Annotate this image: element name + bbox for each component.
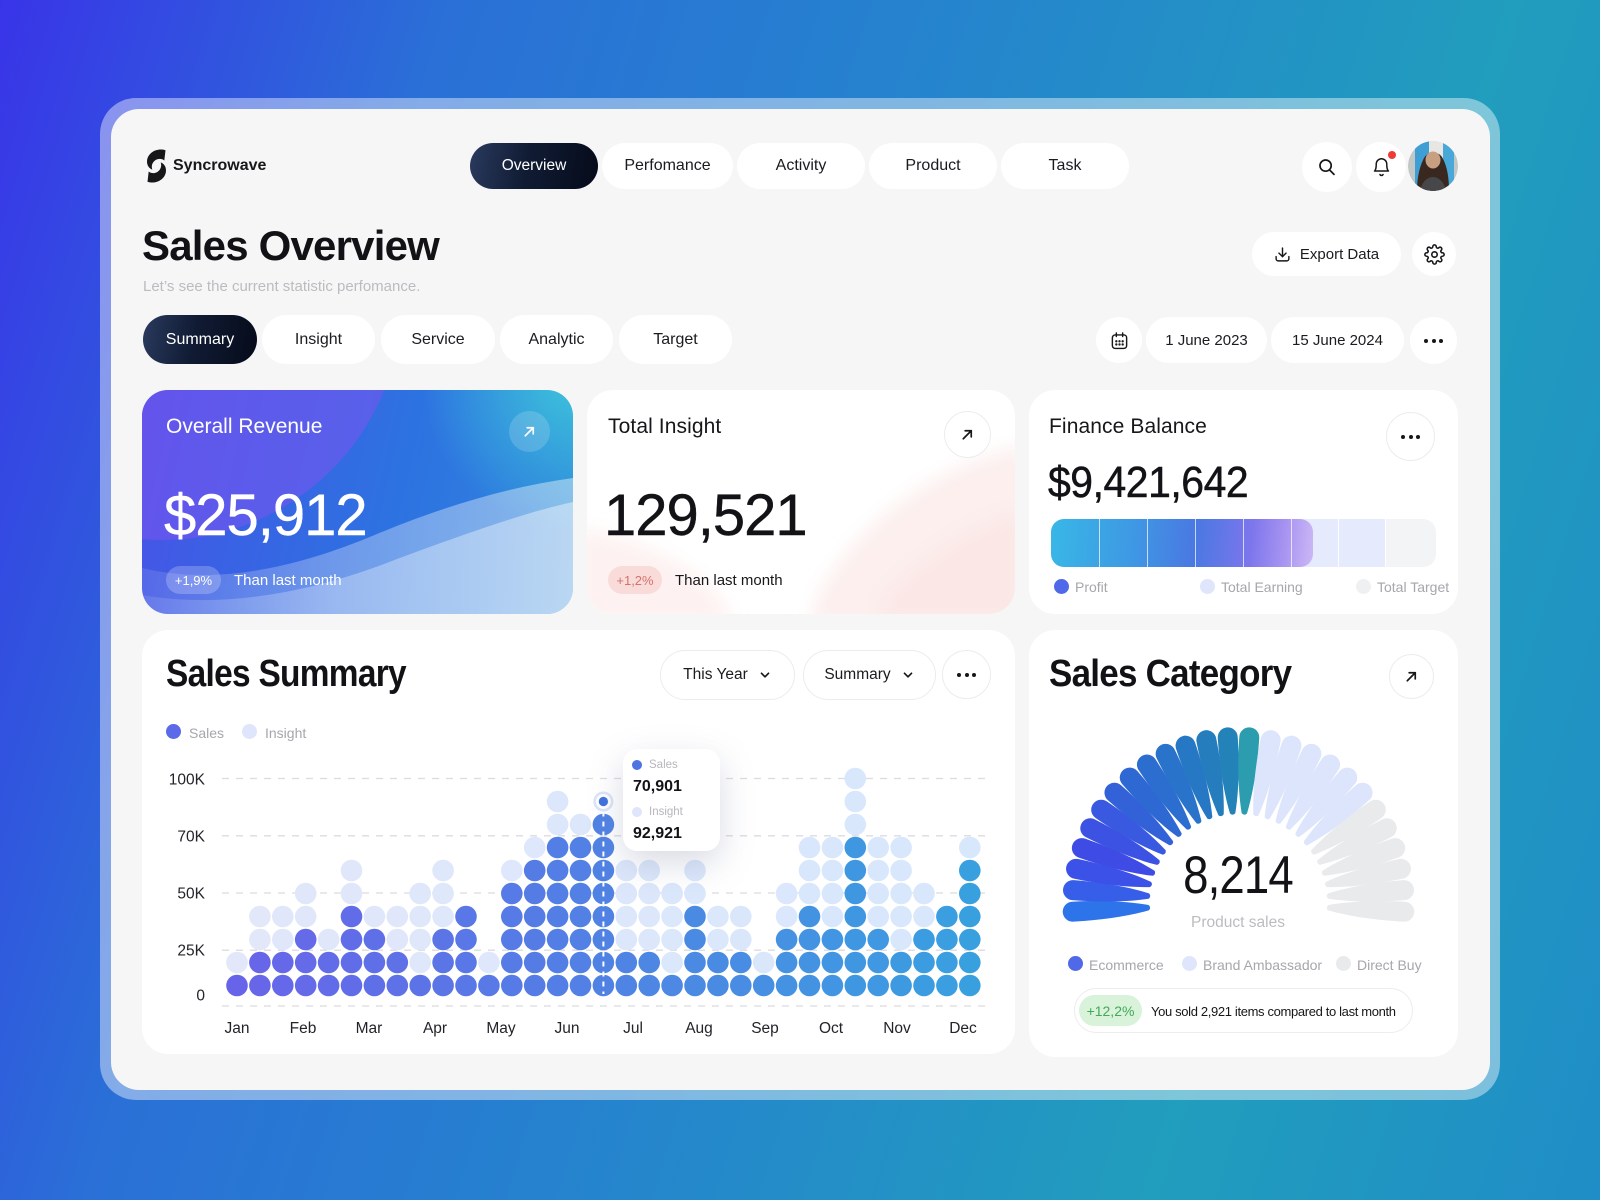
svg-text:Jul: Jul xyxy=(623,1020,643,1037)
svg-text:50K: 50K xyxy=(177,886,205,903)
svg-text:Dec: Dec xyxy=(949,1020,977,1037)
svg-text:100K: 100K xyxy=(169,772,206,789)
svg-text:Apr: Apr xyxy=(423,1020,447,1037)
svg-text:Feb: Feb xyxy=(290,1020,317,1037)
svg-text:Jan: Jan xyxy=(225,1020,250,1037)
svg-text:25K: 25K xyxy=(177,943,205,960)
svg-text:Jun: Jun xyxy=(555,1020,580,1037)
svg-text:0: 0 xyxy=(196,988,205,1005)
svg-text:Sep: Sep xyxy=(751,1020,779,1037)
svg-text:Nov: Nov xyxy=(883,1020,911,1037)
svg-text:Aug: Aug xyxy=(685,1020,713,1037)
svg-text:Mar: Mar xyxy=(356,1020,383,1037)
svg-text:Oct: Oct xyxy=(819,1020,844,1037)
svg-text:70K: 70K xyxy=(177,829,205,846)
svg-text:May: May xyxy=(486,1020,516,1037)
